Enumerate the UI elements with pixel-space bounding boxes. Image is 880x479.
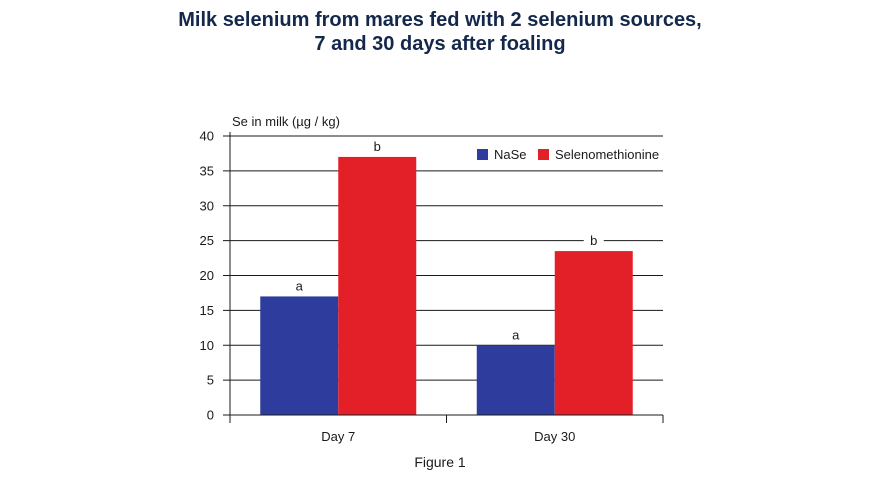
x-tick-label: Day 30 (534, 429, 575, 444)
y-tick-label: 25 (200, 233, 214, 248)
legend-label: NaSe (494, 147, 527, 162)
y-tick-label: 30 (200, 198, 214, 213)
y-tick-label: 20 (200, 268, 214, 283)
chart-title-line-1: Milk selenium from mares fed with 2 sele… (178, 9, 702, 31)
data-label: b (374, 139, 381, 154)
data-label-background (367, 138, 388, 153)
bar-nase (260, 296, 339, 415)
data-label: b (590, 233, 597, 248)
figure-caption: Figure 1 (414, 454, 466, 470)
y-tick-label: 0 (207, 408, 214, 423)
bar-selenomethionine (554, 251, 633, 415)
legend-swatch (477, 149, 488, 160)
y-tick-label: 10 (200, 338, 214, 353)
data-label-background (505, 327, 526, 342)
chart-title: Milk selenium from mares fed with 2 sele… (0, 8, 880, 56)
bar-selenomethionine (338, 156, 417, 416)
data-label-background (583, 233, 604, 248)
bar-nase (476, 345, 555, 415)
chart-title-line-2: 7 and 30 days after foaling (314, 33, 566, 55)
y-tick-label: 35 (200, 163, 214, 178)
x-tick-label: Day 7 (321, 429, 355, 444)
data-label-background (289, 278, 310, 293)
y-tick-label: 5 (207, 373, 214, 388)
y-tick-label: 40 (200, 129, 214, 144)
legend-swatch (538, 149, 549, 160)
data-label: a (512, 327, 520, 342)
legend-background (470, 143, 660, 165)
y-axis-label: Se in milk (µg / kg) (232, 114, 340, 129)
legend-label: Selenomethionine (555, 147, 659, 162)
y-tick-label: 15 (200, 303, 214, 318)
data-label: a (296, 278, 304, 293)
